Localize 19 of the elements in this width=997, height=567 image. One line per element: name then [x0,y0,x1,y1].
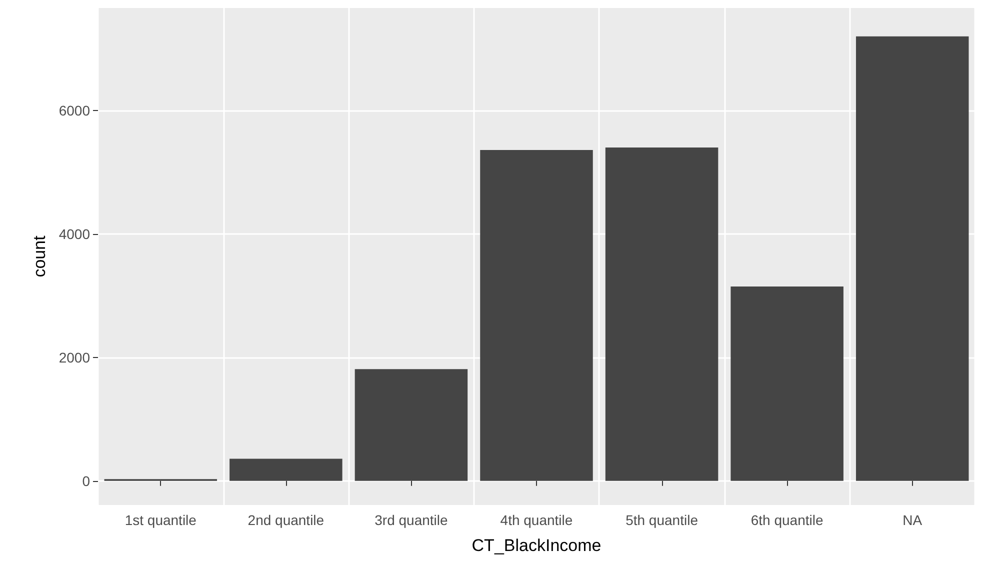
y-tick-label: 4000 [58,226,90,242]
x-tick-label: 1st quantile [124,512,197,528]
x-tick-label: 6th quantile [750,512,824,528]
y-tick-label: 0 [82,472,90,489]
y-tick-label: 2000 [58,349,90,366]
bar [230,458,342,481]
bar [605,148,718,481]
bar [480,150,593,481]
bar [856,36,969,481]
x-tick-label: 3rd quantile [374,512,448,528]
y-axis-title: count [30,235,49,278]
x-tick-label: 5th quantile [626,512,698,528]
x-axis-title: CT_BlackIncome [472,536,602,555]
x-tick-label: 4th quantile [500,512,573,528]
bar [730,286,844,481]
x-tick-label: NA [902,512,923,528]
x-tick-label: 2nd quantile [248,512,324,528]
bar [354,369,468,481]
y-tick-label: 6000 [58,102,90,118]
